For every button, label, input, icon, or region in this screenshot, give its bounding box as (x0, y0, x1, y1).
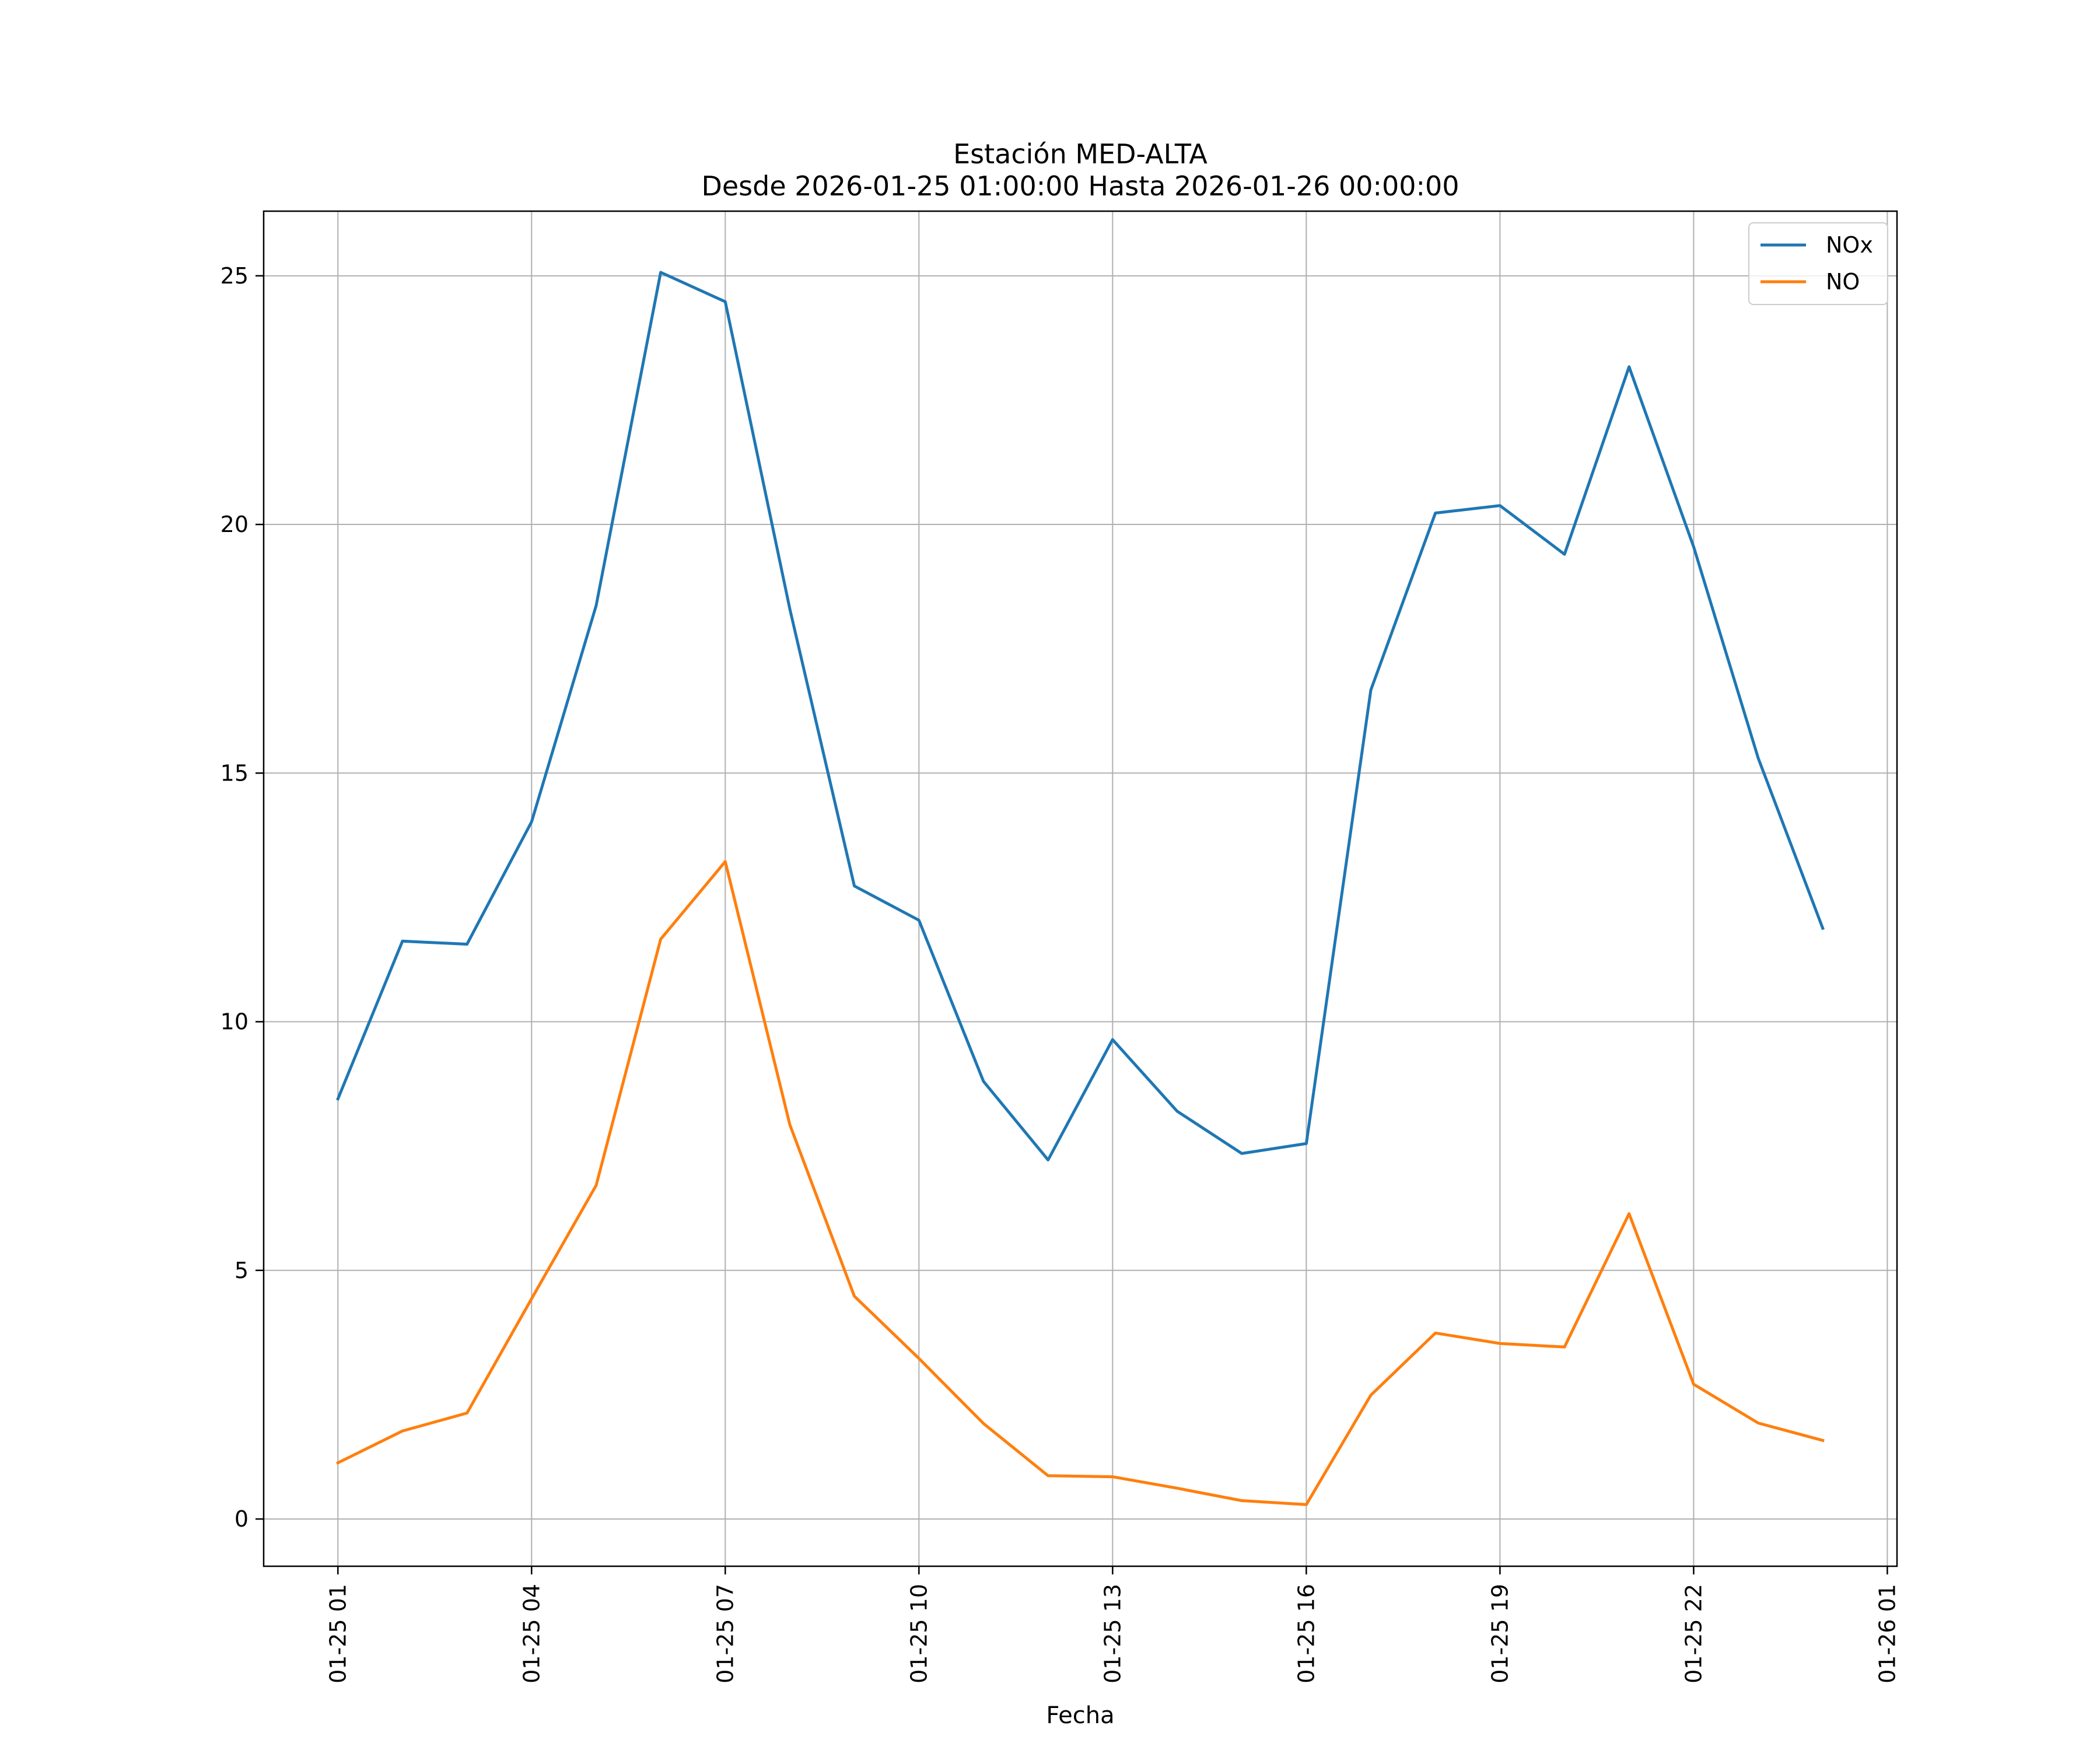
x-tick-label: 01-25 01 (325, 1584, 351, 1684)
grid (264, 211, 1897, 1566)
y-tick-label: 10 (220, 1009, 249, 1035)
series-line-no (335, 860, 1825, 1506)
chart-subtitle: Desde 2026-01-25 01:00:00 Hasta 2026-01-… (701, 170, 1459, 202)
y-tick-label: 25 (220, 263, 249, 289)
x-axis-label: Fecha (1046, 1702, 1114, 1729)
x-tick-label: 01-25 10 (906, 1584, 932, 1684)
series-line-nox (336, 271, 1825, 1161)
x-tick-label: 01-25 16 (1293, 1584, 1319, 1684)
x-tick-label: 01-25 19 (1487, 1584, 1513, 1684)
y-tick-label: 5 (235, 1258, 249, 1283)
legend-box (1748, 222, 1888, 305)
legend-label-nox: NOx (1826, 232, 1873, 258)
plot-frame (262, 210, 1898, 1567)
y-tick-label: 20 (220, 512, 249, 537)
legend: NOx NO (1748, 222, 1888, 305)
x-tick-label: 01-25 22 (1681, 1584, 1706, 1684)
x-tick-label: 01-26 01 (1874, 1584, 1900, 1684)
axis-ticks: 0 5 10 15 20 25 01-25 01 01-25 04 01-25 07 01-25 … (220, 263, 1901, 1684)
chart-title: Estación MED-ALTA (953, 138, 1208, 170)
x-tick-label: 01-25 07 (712, 1584, 738, 1684)
x-tick-label: 01-25 04 (519, 1584, 544, 1684)
y-tick-label: 0 (235, 1506, 249, 1532)
series-lines (335, 271, 1825, 1506)
legend-label-no: NO (1826, 269, 1860, 295)
x-tick-label: 01-25 13 (1100, 1584, 1125, 1684)
y-tick-label: 15 (220, 760, 249, 786)
